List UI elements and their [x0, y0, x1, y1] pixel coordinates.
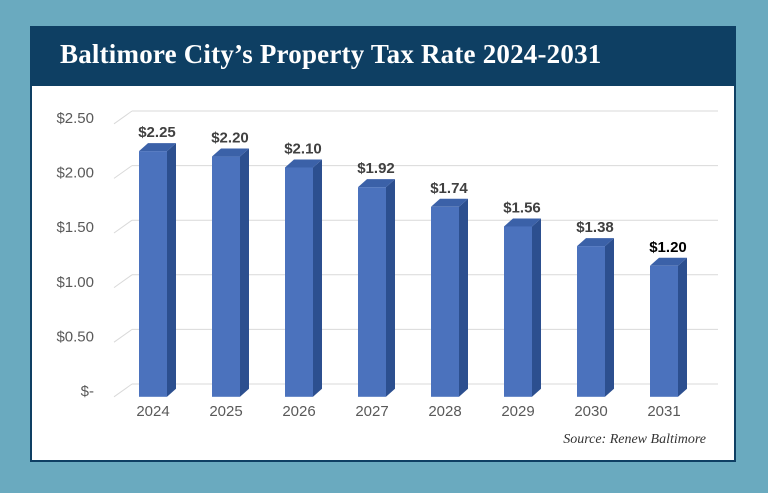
y-tick-label: $-: [81, 383, 94, 400]
data-label: $1.38: [576, 219, 614, 236]
bar: [577, 246, 605, 397]
bar-side: [605, 238, 614, 397]
x-tick-label: 2030: [574, 403, 607, 420]
data-label: $2.10: [284, 140, 322, 157]
bar-side: [167, 143, 176, 397]
gridline-depth: [113, 383, 133, 398]
bar-side: [386, 179, 395, 397]
y-tick-label: $1.00: [56, 274, 94, 291]
data-label: $1.56: [503, 199, 541, 216]
x-tick-label: 2026: [282, 403, 315, 420]
title-banner: Baltimore City’s Property Tax Rate 2024-…: [32, 28, 734, 86]
x-tick-label: 2031: [647, 403, 680, 420]
x-tick-label: 2024: [136, 403, 169, 420]
bar: [139, 151, 167, 397]
bar-side: [459, 198, 468, 397]
x-tick-label: 2025: [209, 403, 242, 420]
bar-side: [678, 257, 687, 397]
data-label: $2.25: [138, 124, 176, 141]
bar-top: [285, 159, 322, 168]
y-tick-label: $0.50: [56, 328, 94, 345]
bar: [431, 206, 459, 397]
bar: [504, 226, 532, 397]
chart-card: Baltimore City’s Property Tax Rate 2024-…: [30, 26, 736, 462]
gridline-depth: [113, 328, 133, 343]
x-tick-label: 2027: [355, 403, 388, 420]
gridline-depth: [113, 219, 133, 234]
bar-chart: $- $0.50 $1.00 $1.50 $2.00 $2.50 $2.25 2024 $2.2…: [56, 110, 718, 420]
data-label: $1.74: [430, 180, 468, 197]
bar-top: [212, 148, 249, 157]
bar-side: [532, 218, 541, 397]
source-note: Source: Renew Baltimore: [563, 432, 706, 447]
bar-top: [650, 257, 687, 266]
bar: [212, 156, 240, 397]
x-tick-label: 2028: [428, 403, 461, 420]
data-label: $1.92: [357, 160, 395, 177]
bar-top: [431, 198, 468, 207]
bar-top: [358, 179, 395, 188]
bar-top: [139, 143, 176, 152]
bar-top: [577, 238, 614, 247]
x-tick-label: 2029: [501, 403, 534, 420]
bar-side: [313, 159, 322, 397]
data-label: $1.20: [649, 239, 687, 256]
bar: [358, 187, 386, 397]
chart-title: Baltimore City’s Property Tax Rate 2024-…: [60, 39, 602, 69]
y-tick-label: $1.50: [56, 219, 94, 236]
gridline-depth: [113, 110, 133, 125]
bar-side: [240, 148, 249, 397]
gridline-depth: [113, 165, 133, 179]
y-tick-label: $2.50: [56, 110, 94, 127]
gridline-depth: [113, 274, 133, 289]
bar: [650, 265, 678, 397]
bar: [285, 167, 313, 397]
data-label: $2.20: [211, 130, 249, 147]
y-tick-label: $2.00: [56, 165, 94, 182]
bar-top: [504, 218, 541, 227]
